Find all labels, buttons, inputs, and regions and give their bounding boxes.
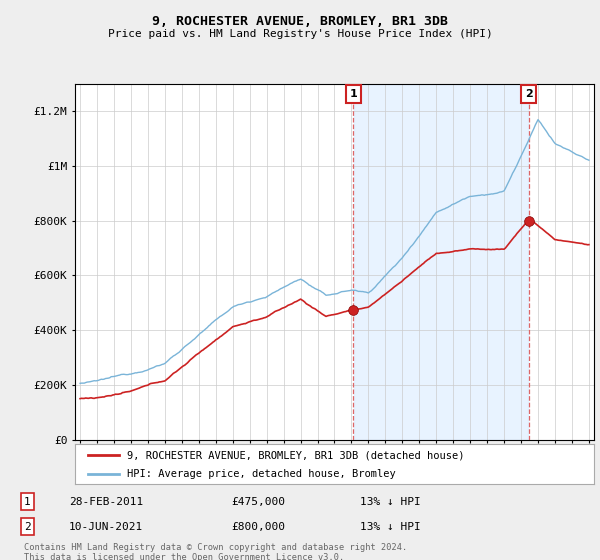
Text: 10-JUN-2021: 10-JUN-2021 — [69, 521, 143, 531]
Text: 28-FEB-2011: 28-FEB-2011 — [69, 497, 143, 507]
Text: HPI: Average price, detached house, Bromley: HPI: Average price, detached house, Brom… — [127, 469, 395, 479]
Text: Price paid vs. HM Land Registry's House Price Index (HPI): Price paid vs. HM Land Registry's House … — [107, 29, 493, 39]
Text: 13% ↓ HPI: 13% ↓ HPI — [360, 497, 421, 507]
Text: 2: 2 — [524, 90, 532, 99]
Text: £800,000: £800,000 — [231, 521, 285, 531]
Text: 1: 1 — [24, 497, 31, 507]
Text: Contains HM Land Registry data © Crown copyright and database right 2024.
This d: Contains HM Land Registry data © Crown c… — [24, 543, 407, 560]
Text: 13% ↓ HPI: 13% ↓ HPI — [360, 521, 421, 531]
Text: 1: 1 — [350, 90, 358, 99]
Text: £475,000: £475,000 — [231, 497, 285, 507]
Text: 2: 2 — [24, 521, 31, 531]
Text: 9, ROCHESTER AVENUE, BROMLEY, BR1 3DB (detached house): 9, ROCHESTER AVENUE, BROMLEY, BR1 3DB (d… — [127, 450, 464, 460]
Text: 9, ROCHESTER AVENUE, BROMLEY, BR1 3DB: 9, ROCHESTER AVENUE, BROMLEY, BR1 3DB — [152, 15, 448, 28]
